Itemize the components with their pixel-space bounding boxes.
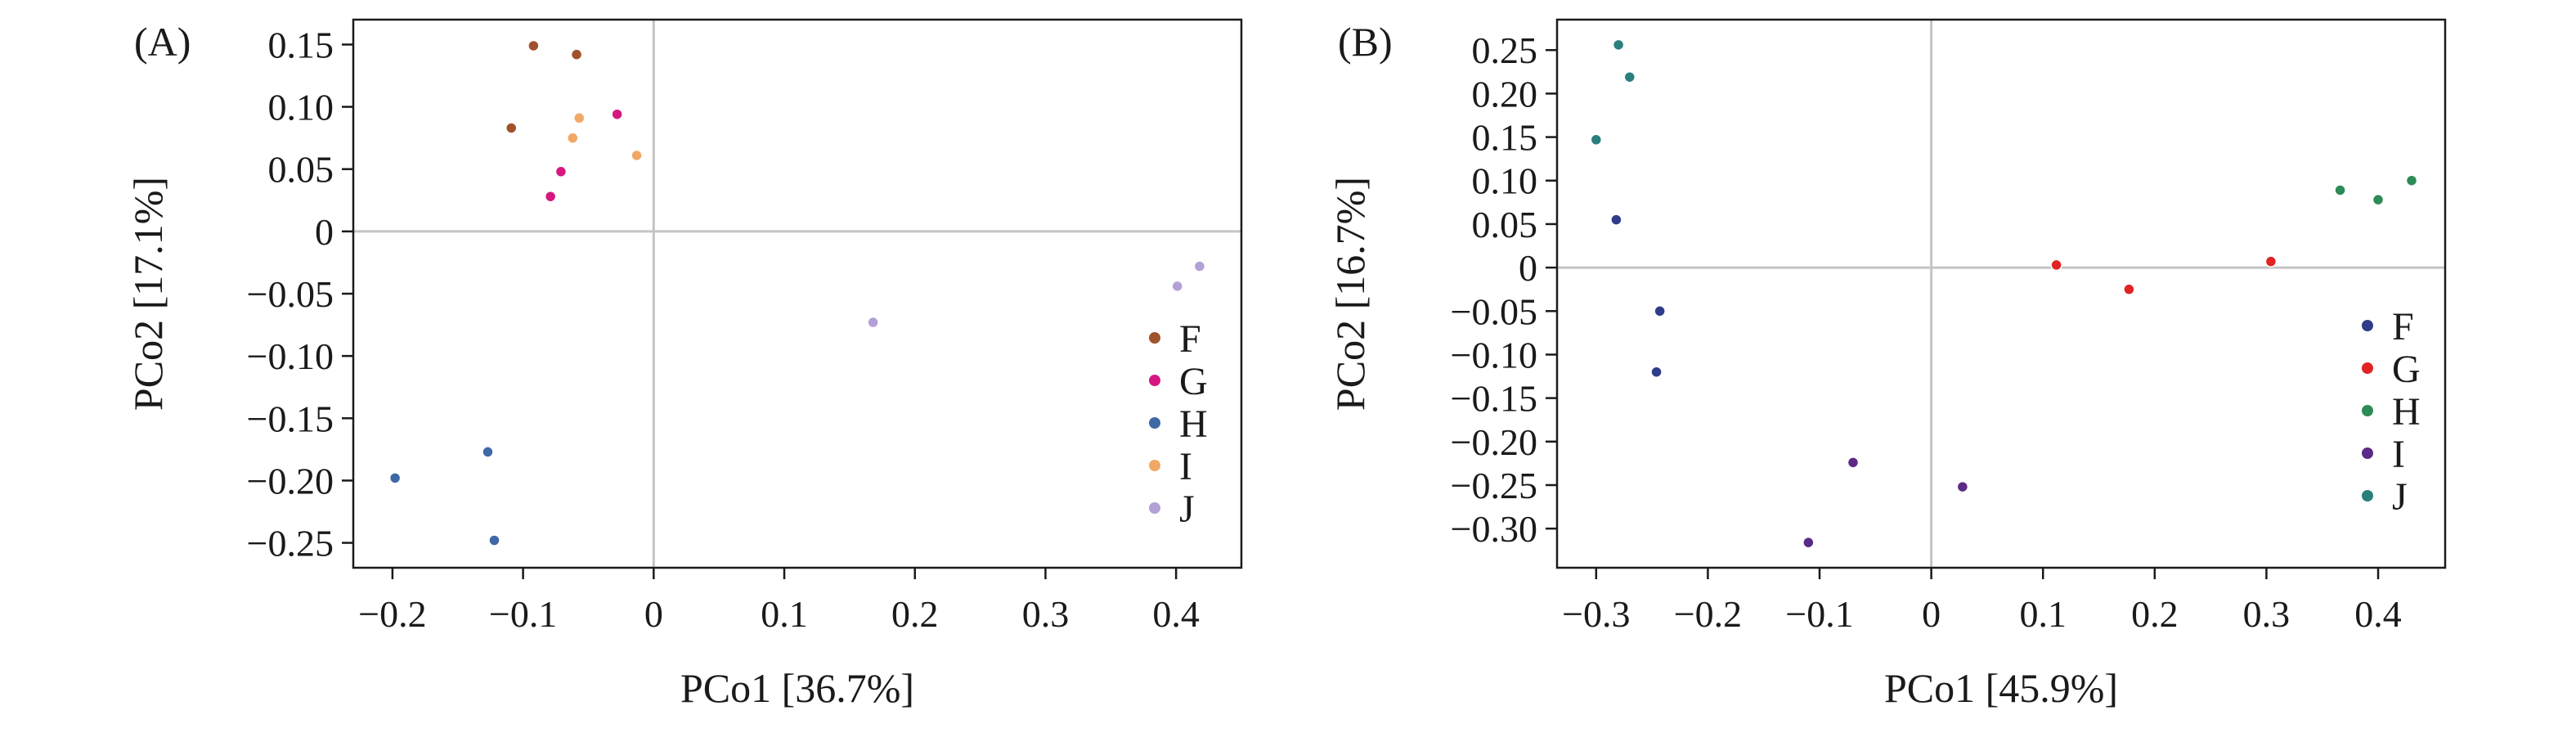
point-j [1171,280,1183,293]
legend-label-j: J [2392,475,2408,519]
point-j [1612,38,1625,52]
y-tick-label: 0.05 [268,149,334,191]
y-tick-label: 0.15 [268,24,334,65]
y-axis-title: PCo2 [17.1%] [125,177,171,411]
legend-marker-j [2362,490,2373,501]
panel-label: (A) [134,19,191,65]
legend-label-h: H [2392,390,2421,434]
y-axis-title: PCo2 [16.7%] [1327,177,1373,411]
legend-marker-f [2362,320,2373,331]
legend-marker-g [1149,375,1160,386]
point-f [1610,214,1622,226]
x-tick-label: 0.2 [2131,593,2179,635]
point-j [1623,70,1636,83]
y-tick-label: 0 [315,211,334,253]
legend-marker-h [1149,417,1160,429]
point-h [2334,184,2346,196]
y-tick-label: −0.30 [1451,508,1537,550]
x-tick-label: 0 [1922,593,1941,635]
point-h [482,446,494,458]
x-axis-title: PCo1 [36.7%] [680,665,914,711]
legend-marker-j [1149,502,1160,514]
point-i [1847,456,1860,469]
x-tick-label: 0.2 [891,593,939,635]
point-h [388,472,402,484]
point-h [2372,193,2385,206]
legend-marker-f [1149,332,1160,344]
y-tick-label: −0.20 [1451,421,1537,463]
panel-a: (A)−0.2 −0.1 0 0.1 0.2 0.3 0.40.150.100.050−0.… [125,18,1243,711]
x-tick-label: 0.3 [1022,593,1070,635]
point-h [2405,174,2418,187]
x-tick-label: −0.2 [358,593,426,635]
y-tick-label: 0.10 [268,87,334,128]
point-i [573,112,586,124]
point-g [2050,259,2062,272]
point-j [1193,260,1206,272]
y-tick-label: 0.10 [1472,160,1538,202]
x-tick-label: 0 [644,593,663,635]
plot-frame [1555,18,2447,569]
point-f [1650,366,1663,378]
point-i [1802,536,1815,549]
point-f [1654,305,1666,317]
point-f [570,48,583,61]
legend-label-g: G [1179,360,1208,403]
legend-label-f: F [2392,305,2414,349]
point-i [631,149,643,162]
legend-label-f: F [1179,317,1201,361]
x-tick-label: −0.2 [1674,593,1742,635]
x-tick-label: 0.4 [2354,593,2402,635]
y-tick-label: −0.20 [247,460,334,501]
point-f [505,122,518,134]
legend-marker-g [2362,362,2373,374]
legend-label-j: J [1179,488,1195,531]
point-g [2264,255,2278,268]
point-f [527,39,540,52]
x-tick-label: −0.3 [1562,593,1630,635]
panel-label: (B) [1338,19,1393,65]
legend-marker-i [1149,460,1160,471]
y-tick-label: 0.25 [1472,29,1538,71]
point-g [554,165,568,178]
y-tick-label: −0.15 [1451,378,1537,420]
x-axis-title: PCo1 [45.9%] [1884,665,2118,711]
x-tick-label: 0.1 [761,593,808,635]
panel-b: (B)−0.3 −0.2 −0.1 0 0.1 0.2 0.3 0.40.250.200.15… [1327,18,2447,711]
point-g [544,190,557,203]
y-tick-label: −0.05 [1451,290,1537,332]
x-tick-label: 0.1 [2019,593,2067,635]
legend-marker-i [2362,447,2373,459]
point-i [567,132,579,144]
x-tick-label: 0.3 [2243,593,2291,635]
point-g [2123,283,2135,295]
point-j [1590,133,1603,146]
x-tick-label: −0.1 [489,593,557,635]
point-g [611,108,623,120]
point-h [488,534,500,546]
x-tick-label: 0.4 [1152,593,1200,635]
y-tick-label: −0.15 [247,398,334,439]
legend-label-h: H [1179,402,1208,446]
y-tick-label: −0.10 [1451,334,1537,375]
y-tick-label: −0.10 [247,335,334,377]
y-tick-label: 0.15 [1472,117,1538,159]
y-tick-label: 0.05 [1472,204,1538,245]
y-tick-label: −0.25 [1451,465,1537,506]
legend-label-i: I [2392,433,2405,476]
y-tick-label: −0.05 [247,273,334,315]
y-tick-label: 0.20 [1472,73,1538,115]
x-tick-label: −0.1 [1785,593,1853,635]
y-tick-label: −0.25 [247,523,334,564]
legend-label-g: G [2392,348,2421,391]
legend-label-i: I [1179,445,1192,488]
plot-frame [352,18,1243,569]
point-i [1956,480,1969,493]
legend-marker-h [2362,405,2373,416]
point-j [867,316,879,329]
y-tick-label: 0 [1519,247,1537,289]
